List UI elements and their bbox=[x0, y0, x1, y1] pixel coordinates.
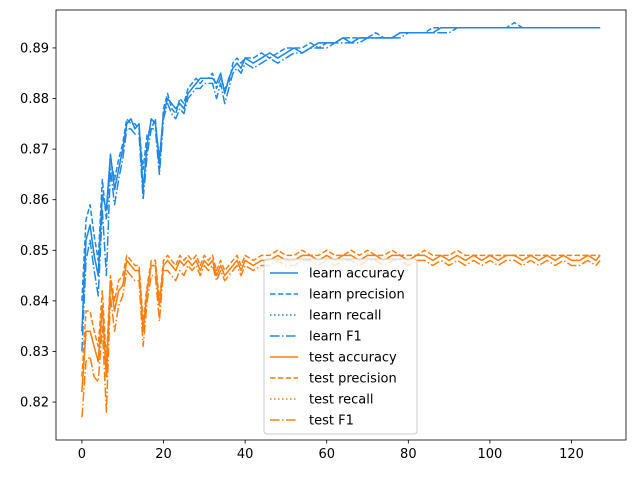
y-tick-label: 0.83 bbox=[20, 345, 49, 360]
legend-label: learn accuracy bbox=[309, 267, 405, 282]
legend-box bbox=[263, 258, 418, 435]
legend-label: learn recall bbox=[309, 309, 381, 324]
x-tick-label: 100 bbox=[478, 447, 503, 462]
x-tick-label: 80 bbox=[400, 447, 417, 462]
legend-label: test recall bbox=[309, 393, 374, 408]
y-tick-label: 0.82 bbox=[20, 396, 49, 411]
legend-label: test F1 bbox=[309, 414, 354, 429]
y-tick-label: 0.88 bbox=[20, 92, 49, 107]
series-line-test-f1 bbox=[81, 259, 601, 418]
x-tick-label: 60 bbox=[318, 447, 335, 462]
x-tick-label: 40 bbox=[237, 447, 254, 462]
y-tick-label: 0.86 bbox=[20, 193, 49, 208]
legend-label: learn precision bbox=[309, 288, 405, 303]
legend-label: learn F1 bbox=[309, 330, 362, 345]
legend-label: test precision bbox=[309, 372, 397, 387]
x-tick-label: 0 bbox=[78, 447, 86, 462]
series-line-learn-f1 bbox=[81, 26, 601, 352]
y-tick-label: 0.84 bbox=[20, 294, 49, 309]
y-tick-label: 0.89 bbox=[20, 41, 49, 56]
plot-frame bbox=[55, 9, 627, 441]
series-line-test-recall bbox=[81, 254, 601, 392]
legend-label: test accuracy bbox=[309, 351, 397, 366]
legend: learn accuracy learn precision learn recal… bbox=[263, 258, 418, 435]
axes-layer: 0 20 40 60 80 100 120 0.82 0.83 0.84 0.85 0.86 0.87 0… bbox=[20, 9, 627, 462]
y-tick-label: 0.87 bbox=[20, 143, 49, 158]
y-tick-label: 0.85 bbox=[20, 244, 49, 259]
x-tick-label: 20 bbox=[155, 447, 172, 462]
x-tick-label: 120 bbox=[559, 447, 584, 462]
series-layer bbox=[81, 21, 601, 418]
